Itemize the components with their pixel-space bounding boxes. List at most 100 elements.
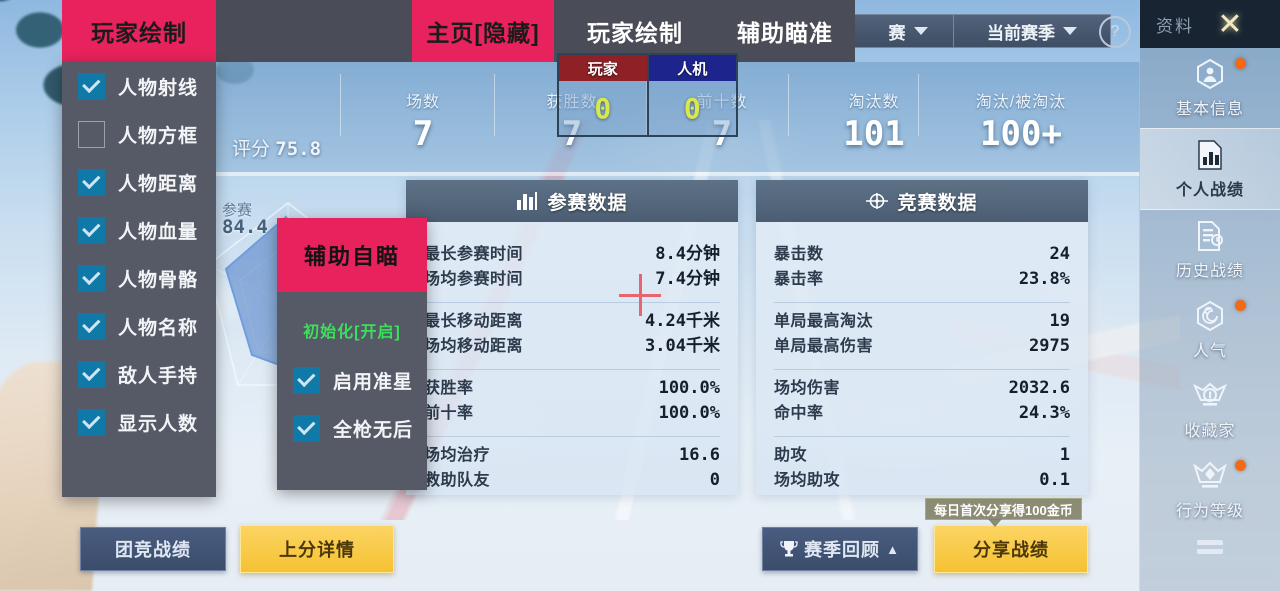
option-label: 人物名称 <box>118 317 199 339</box>
stat-val: 19 <box>1049 311 1070 331</box>
checkbox-checked[interactable] <box>78 264 105 292</box>
collector-medal-icon <box>1193 379 1227 413</box>
checkbox-checked[interactable] <box>78 408 105 436</box>
stat-row: 前十率 100.0% <box>424 401 720 426</box>
mode-select-value: 赛 <box>888 23 906 43</box>
stat-label: 淘汰/被淘汰 <box>975 94 1067 111</box>
sidebar-item-label: 个人战绩 <box>1175 182 1244 199</box>
counter-player-value: 0 <box>559 81 647 135</box>
popularity-icon <box>1193 299 1227 333</box>
card-title: 竞赛数据 <box>897 192 978 214</box>
stat-row: 暴击数 24 <box>774 242 1070 267</box>
mode-select[interactable]: 赛 <box>845 14 971 48</box>
overlay-tab-player-draw[interactable]: 玩家绘制 <box>587 20 683 46</box>
season-select-value: 当前赛季 <box>987 23 1055 43</box>
sidebar-item-personal-record[interactable]: 个人战绩 <box>1140 128 1280 210</box>
overlay-tab-home-hidden[interactable]: 主页[隐藏] <box>412 0 554 62</box>
sidebar-item-behavior-rank[interactable]: 行为等级 <box>1140 450 1280 530</box>
chevron-down-icon <box>1063 27 1077 35</box>
stat-group: 场均治疗 16.6 救助队友 0 <box>424 437 720 503</box>
stat-group: 获胜率 100.0% 前十率 100.0% <box>424 370 720 437</box>
sidebar-item-label: 收藏家 <box>1184 423 1236 440</box>
sidebar-item-popularity[interactable]: 人气 <box>1140 290 1280 370</box>
stat-val: 24.3% <box>1018 403 1070 423</box>
stat-kd: 淘汰/被淘汰 100+ <box>946 88 1096 152</box>
sidebar-item-collector[interactable]: 收藏家 <box>1140 370 1280 450</box>
radar-axis-name: 参赛 <box>222 202 253 219</box>
aim-assist-panel: 辅助自瞄 初始化[开启] 启用准星 全枪无后 <box>277 218 427 490</box>
overlay-tab-aim-assist[interactable]: 辅助瞄准 <box>737 20 833 46</box>
stat-key: 单局最高淘汰 <box>774 313 874 330</box>
close-x-icon[interactable]: ✕ <box>1217 7 1243 41</box>
checkbox-checked[interactable] <box>78 312 105 340</box>
stat-row: 获胜率 100.0% <box>424 376 720 401</box>
sidebar-item-label: 行为等级 <box>1175 503 1244 520</box>
stat-value: 7 <box>561 114 583 154</box>
team-record-button[interactable]: 团竞战绩 <box>80 527 226 571</box>
option-row[interactable]: 人物骨骼 <box>62 254 216 302</box>
share-record-button[interactable]: 分享战绩 <box>934 525 1088 573</box>
option-label: 人物骨骼 <box>118 269 199 291</box>
card-header: 参赛数据 <box>406 180 738 222</box>
overlay-tab-player-draw-active[interactable]: 玩家绘制 <box>62 0 216 62</box>
stat-val: 100.0% <box>658 378 720 398</box>
option-row[interactable]: 人物名称 <box>62 302 216 350</box>
crosshair-vertical <box>638 274 642 316</box>
option-label: 全枪无后 <box>333 419 414 441</box>
profile-badge-icon <box>1193 57 1227 91</box>
checkbox-checked[interactable] <box>78 168 105 196</box>
stat-divider <box>788 74 789 136</box>
trophy-icon <box>780 541 798 557</box>
stat-divider <box>494 74 495 136</box>
season-review-button[interactable]: 赛季回顾 ▲ <box>762 527 918 571</box>
stat-row: 助攻 1 <box>774 443 1070 468</box>
option-label: 敌人手持 <box>118 365 199 387</box>
chevron-down-icon <box>913 27 928 35</box>
option-label: 启用准星 <box>333 371 414 393</box>
more-menu-icon[interactable] <box>1140 530 1280 554</box>
season-select[interactable]: 当前赛季 <box>953 14 1111 48</box>
stat-label: 前十数 <box>696 94 748 111</box>
rating-value: 75.8 <box>275 138 322 160</box>
rank-details-button[interactable]: 上分详情 <box>240 525 394 573</box>
checkbox-checked[interactable] <box>78 72 105 100</box>
stat-label: 场数 <box>405 94 440 111</box>
stat-key: 单局最高伤害 <box>774 338 874 355</box>
option-label: 显示人数 <box>118 413 199 435</box>
option-row[interactable]: 人物血量 <box>62 206 216 254</box>
stat-val: 0 <box>709 470 720 490</box>
profile-sidebar: 资料 ✕ 基本信息 个人战绩 <box>1139 0 1280 591</box>
stat-group: 助攻 1 场均助攻 0.1 <box>774 437 1070 503</box>
stat-row: 救助队友 0 <box>424 468 720 493</box>
checkbox-checked[interactable] <box>293 414 320 442</box>
aim-crosshair-overlay <box>619 274 661 316</box>
sidebar-item-basic-info[interactable]: 基本信息 <box>1140 48 1280 128</box>
stat-key: 暴击数 <box>774 246 824 263</box>
stat-value: 100+ <box>980 114 1062 154</box>
option-label: 人物距离 <box>118 173 199 195</box>
competition-data-card: 竞赛数据 暴击数 24 暴击率 23.8% 单局最高淘汰 19 单局最高伤害 2… <box>756 180 1088 495</box>
stat-row: 单局最高伤害 2975 <box>774 334 1070 359</box>
option-row[interactable]: 显示人数 <box>62 398 216 446</box>
option-row[interactable]: 人物方框 <box>62 110 216 158</box>
help-icon[interactable]: ? <box>1099 16 1131 48</box>
checkbox-checked[interactable] <box>293 366 320 394</box>
checkbox-unchecked[interactable] <box>78 120 105 148</box>
option-row[interactable]: 人物射线 <box>62 62 216 110</box>
sidebar-header: 资料 ✕ <box>1140 0 1280 48</box>
sidebar-item-history-record[interactable]: 历史战绩 <box>1140 210 1280 290</box>
player-draw-panel: 人物射线 人物方框 人物距离 人物血量 人物骨骼 人物名称 敌人手持 显示人数 <box>62 62 216 497</box>
checkbox-checked[interactable] <box>78 216 105 244</box>
stat-val: 3.04千米 <box>645 336 720 356</box>
stat-key: 助攻 <box>774 447 808 464</box>
checkbox-checked[interactable] <box>78 360 105 388</box>
stat-key: 场均参赛时间 <box>424 271 524 288</box>
card-header: 竞赛数据 <box>756 180 1088 222</box>
option-row[interactable]: 敌人手持 <box>62 350 216 398</box>
option-row[interactable]: 人物距离 <box>62 158 216 206</box>
behavior-rank-icon <box>1193 459 1227 493</box>
stat-label: 淘汰数 <box>848 94 900 111</box>
stat-key: 最长参赛时间 <box>424 246 524 263</box>
option-row[interactable]: 全枪无后 <box>277 404 427 452</box>
option-row[interactable]: 启用准星 <box>277 356 427 404</box>
